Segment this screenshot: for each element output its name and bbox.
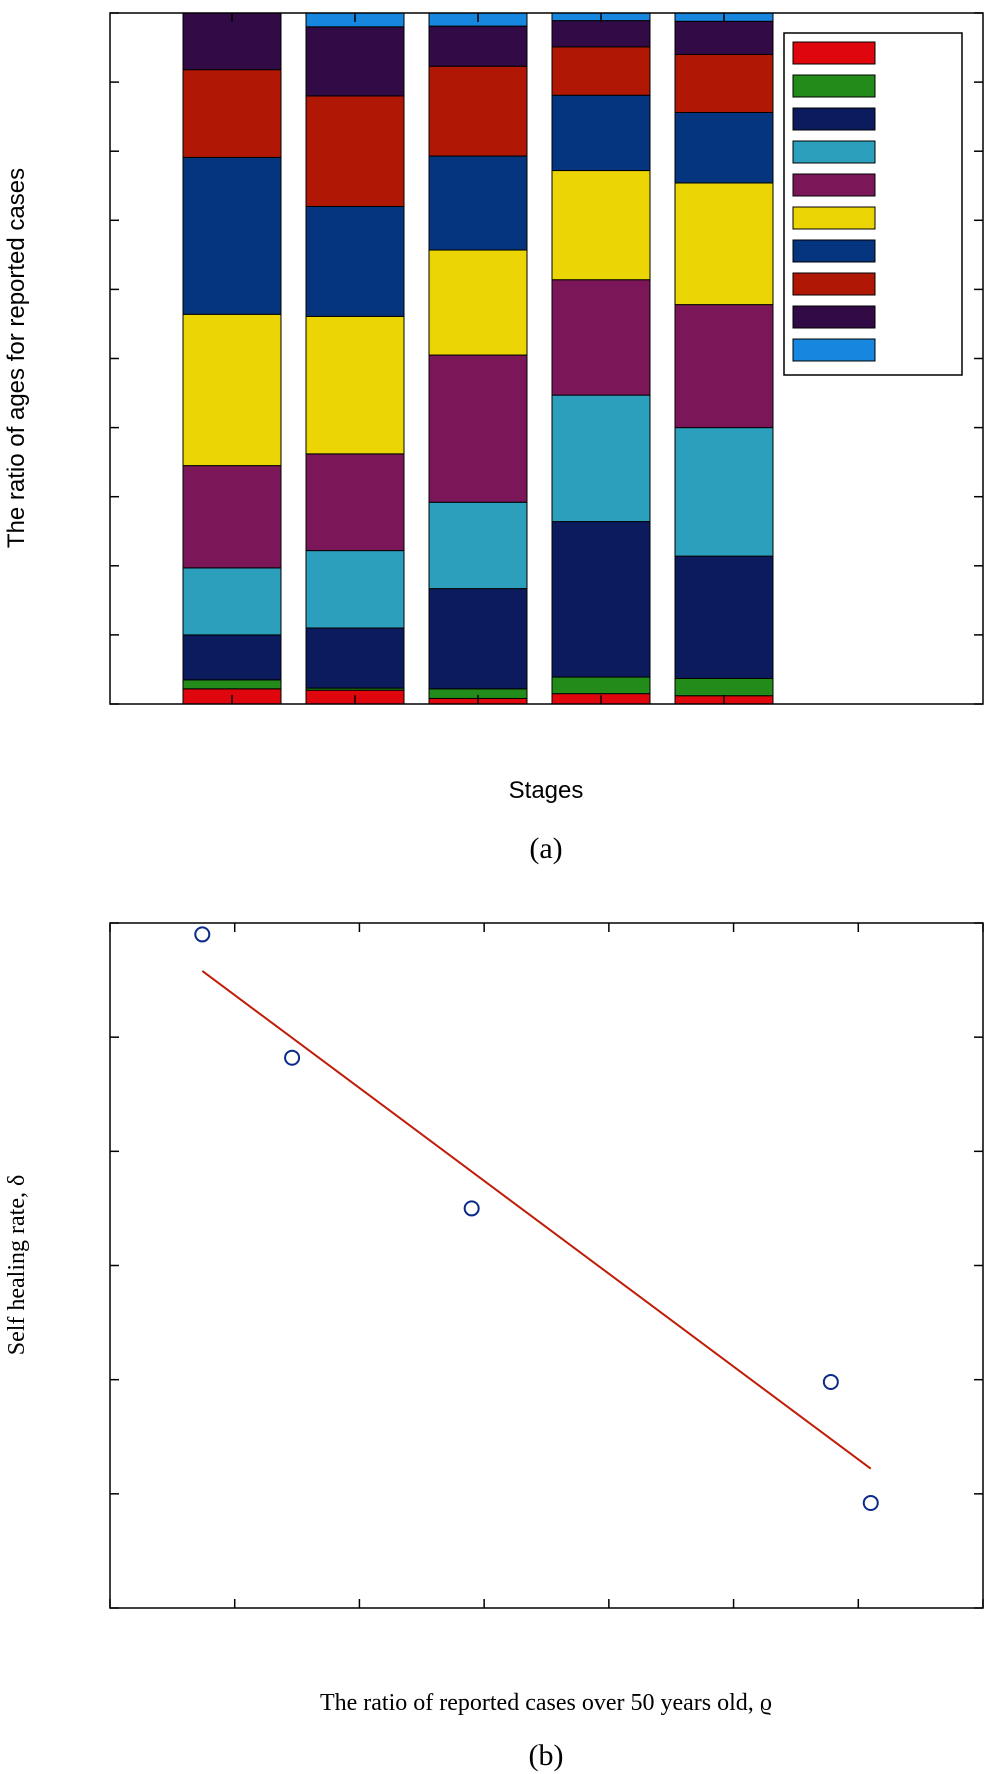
legend-swatch-0-10 xyxy=(792,41,876,65)
bar-segments xyxy=(182,12,774,705)
bar-segment-stage-3-70-80 xyxy=(428,65,528,157)
legend-swatch-60-70 xyxy=(792,239,876,263)
bar-segment-stage-2-80-90 xyxy=(305,26,405,97)
bar-segment-stage-1-80-90 xyxy=(182,12,282,71)
bar-segment-stage-1-20-30 xyxy=(182,634,282,681)
bar-segment-stage-1-10-20 xyxy=(182,679,282,690)
data-point-4 xyxy=(822,1373,839,1390)
bar-segment-stage-5-20-30 xyxy=(674,555,774,679)
bar-segment-stage-1-70-80 xyxy=(182,69,282,158)
bar-segment-stage-3-80-90 xyxy=(428,25,528,67)
bar-segment-stage-5-50-60 xyxy=(674,182,774,306)
bar-segment-stage-3-60-70 xyxy=(428,155,528,251)
bar-segment-stage-5-60-70 xyxy=(674,112,774,184)
bar-segment-stage-4-80-90 xyxy=(551,20,651,48)
bar-segment-stage-4-30-40 xyxy=(551,394,651,523)
bar-segment-stage-4-40-50 xyxy=(551,279,651,396)
x-axis-ticks xyxy=(109,923,984,1608)
legend-swatch-30-40 xyxy=(792,140,876,164)
data-series xyxy=(194,926,879,1511)
data-point-2 xyxy=(284,1049,301,1066)
x-axis-ticks xyxy=(231,13,725,704)
bar-segment-stage-2-70-80 xyxy=(305,95,405,207)
legend-swatch-80-90 xyxy=(792,305,876,329)
scatter-chart: The ratio of reported cases over 50 year… xyxy=(4,922,984,1772)
bar-segment-stage-4-50-60 xyxy=(551,170,651,281)
bar-segment-stage-3-30-40 xyxy=(428,501,528,590)
data-point-3 xyxy=(463,1200,480,1217)
legend xyxy=(783,32,963,376)
bar-segment-stage-5-80-90 xyxy=(674,20,774,55)
plot-frame xyxy=(109,922,984,1609)
legend-swatch-40-50 xyxy=(792,173,876,197)
legend-swatch-90-100 xyxy=(792,338,876,362)
bar-segment-stage-1-50-60 xyxy=(182,313,282,467)
data-point-5 xyxy=(862,1494,879,1511)
stacked-bar-chart: Stages The ratio of ages for reported ca… xyxy=(3,12,984,865)
bar-segment-stage-2-30-40 xyxy=(305,550,405,629)
bar-segment-stage-1-30-40 xyxy=(182,567,282,636)
y-axis-ticks xyxy=(110,922,983,1609)
bar-segment-stage-3-20-30 xyxy=(428,588,528,690)
bar-segment-stage-5-70-80 xyxy=(674,53,774,114)
bar-segment-stage-1-40-50 xyxy=(182,465,282,569)
bar-segment-stage-5-30-40 xyxy=(674,427,774,557)
data-point-1 xyxy=(194,926,211,943)
bar-segment-stage-4-70-80 xyxy=(551,46,651,96)
bar-segment-stage-2-20-30 xyxy=(305,627,405,689)
legend-swatch-70-80 xyxy=(792,272,876,296)
bar-segment-stage-1-60-70 xyxy=(182,156,282,315)
bar-segment-stage-2-60-70 xyxy=(305,205,405,317)
fit-line xyxy=(201,970,872,1470)
x-axis-label: Stages xyxy=(509,777,584,804)
bar-segment-stage-2-50-60 xyxy=(305,315,405,455)
legend-swatch-10-20 xyxy=(792,74,876,98)
bar-segment-stage-4-60-70 xyxy=(551,94,651,172)
bar-segment-stage-3-40-50 xyxy=(428,354,528,503)
bar-segment-stage-2-40-50 xyxy=(305,453,405,552)
bar-segment-stage-4-10-20 xyxy=(551,676,651,695)
x-axis-label: The ratio of reported cases over 50 year… xyxy=(320,1690,772,1716)
bar-segment-stage-5-10-20 xyxy=(674,677,774,697)
bar-segment-stage-5-40-50 xyxy=(674,304,774,429)
bar-segment-stage-3-50-60 xyxy=(428,249,528,356)
y-axis-label: The ratio of ages for reported cases xyxy=(3,168,30,548)
legend-swatch-50-60 xyxy=(792,206,876,230)
y-axis-label: Self healing rate, δ xyxy=(4,1175,30,1356)
caption-b: (b) xyxy=(529,1739,564,1772)
bar-segment-stage-4-20-30 xyxy=(551,521,651,678)
y-axis-ticks xyxy=(110,12,983,705)
caption-a: (a) xyxy=(529,832,562,865)
legend-swatch-20-30 xyxy=(792,107,876,131)
